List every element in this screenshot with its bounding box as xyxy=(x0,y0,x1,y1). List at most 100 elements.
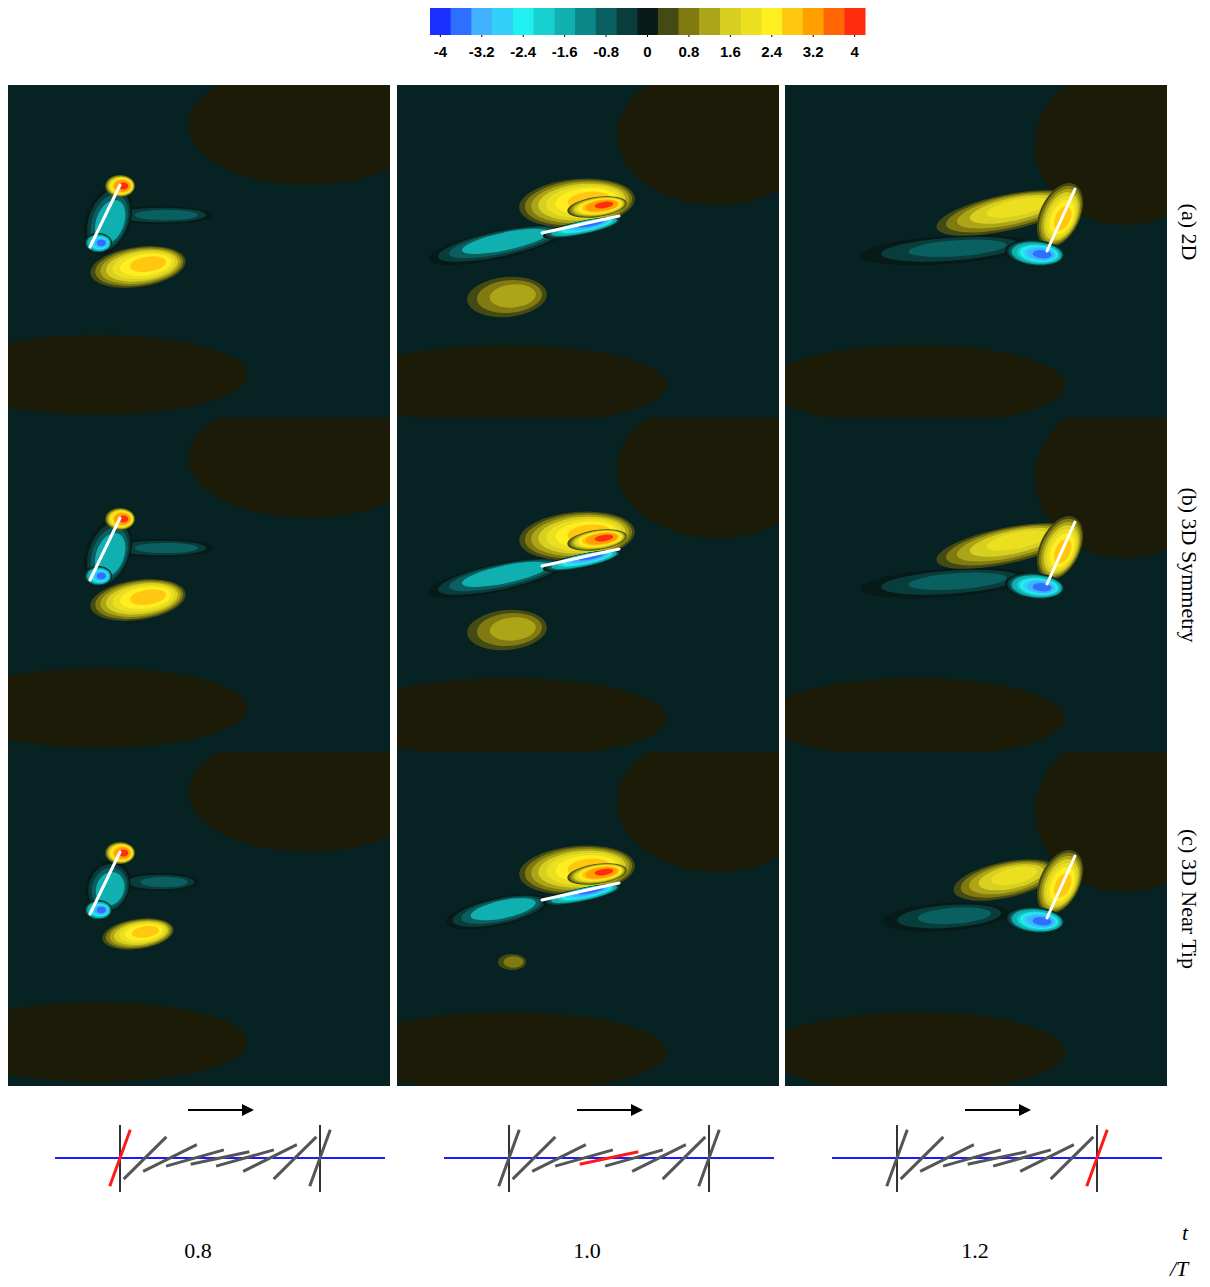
vorticity-contour xyxy=(859,230,1031,270)
colorbar-tick xyxy=(523,35,524,37)
plate-position xyxy=(1020,1145,1074,1172)
plate-position xyxy=(274,1137,317,1179)
vorticity-contour xyxy=(1033,183,1088,249)
vorticity-contour xyxy=(581,864,620,882)
vorticity-contour xyxy=(84,233,112,253)
vorticity-contour xyxy=(573,195,625,219)
colorbar-tick xyxy=(606,35,607,37)
vorticity-contour xyxy=(84,900,112,920)
colorbar-label: 3.2 xyxy=(803,43,824,60)
axis-label: t/T xyxy=(1168,1220,1190,1281)
vorticity-contour xyxy=(465,274,548,321)
plate xyxy=(542,216,619,233)
vorticity-contour xyxy=(127,875,194,890)
time-label: 1.2 xyxy=(961,1238,989,1263)
colorbar-tick xyxy=(647,35,648,37)
vorticity-contour xyxy=(990,863,1039,889)
vorticity-contour xyxy=(1004,237,1066,268)
plate-position xyxy=(632,1145,686,1172)
vorticity-panel xyxy=(785,752,1167,1086)
vorticity-contour xyxy=(1023,578,1057,595)
colorbar-cell xyxy=(492,8,513,35)
vorticity-contour xyxy=(88,574,189,627)
colorbar-tick xyxy=(481,35,482,37)
vorticity-contour xyxy=(110,510,133,527)
vorticity-contour xyxy=(134,543,198,553)
vorticity-contour xyxy=(117,920,166,946)
vorticity-contour xyxy=(594,868,614,877)
vorticity-contour xyxy=(119,584,173,612)
vorticity-contour xyxy=(1006,905,1065,935)
plate xyxy=(1047,856,1075,918)
vorticity-contour xyxy=(1033,850,1088,916)
vorticity-contour xyxy=(573,528,625,552)
vorticity-contour xyxy=(594,534,614,543)
vorticity-contour xyxy=(86,234,111,252)
kinematics-schematic xyxy=(444,1104,774,1192)
colorbar-cell xyxy=(637,8,658,35)
vorticity-contour xyxy=(896,901,1001,931)
vorticity-contour xyxy=(1013,908,1061,932)
vorticity-contour xyxy=(489,615,537,642)
colorbar-tick xyxy=(813,35,814,37)
colorbar-cell xyxy=(658,8,679,35)
vorticity-contour xyxy=(140,877,188,887)
plate-position xyxy=(1051,1137,1094,1179)
vorticity-contour xyxy=(436,552,564,603)
colorbar-tick xyxy=(688,35,689,37)
plate-position xyxy=(143,1145,197,1172)
vorticity-contour xyxy=(589,866,617,879)
colorbar-cell xyxy=(824,8,845,35)
vorticity-contour xyxy=(585,865,619,880)
vorticity-contour xyxy=(585,531,619,546)
vorticity-contour xyxy=(908,237,1007,260)
colorbar-cell xyxy=(513,8,534,35)
vorticity-contour xyxy=(460,556,550,592)
plate-position xyxy=(310,1130,331,1186)
plate-position xyxy=(110,1130,131,1186)
vorticity-contour xyxy=(111,511,132,527)
plate-position xyxy=(605,1150,663,1166)
colorbar-label: -3.2 xyxy=(469,43,495,60)
vorticity-contour xyxy=(129,587,167,607)
vorticity-contour xyxy=(1019,577,1058,597)
vorticity-contour xyxy=(84,566,112,586)
vorticity-contour xyxy=(1006,238,1065,268)
vorticity-contour xyxy=(93,242,186,291)
vorticity-contour xyxy=(436,219,564,270)
vorticity-contour xyxy=(1027,247,1055,261)
colorbar-cell xyxy=(803,8,824,35)
plate xyxy=(1047,522,1075,584)
vorticity-contour xyxy=(504,956,524,967)
vorticity-contour xyxy=(82,858,136,917)
vorticity-contour xyxy=(476,277,544,315)
vorticity-contour xyxy=(123,922,163,943)
vorticity-contour xyxy=(1023,245,1057,262)
vorticity-contour xyxy=(589,532,617,545)
plate xyxy=(90,852,120,914)
plate-position xyxy=(663,1137,706,1179)
vorticity-contour xyxy=(98,244,183,289)
colorbar-tick xyxy=(854,35,855,37)
vorticity-panel xyxy=(8,85,390,419)
plate-position xyxy=(532,1145,586,1172)
vorticity-contour xyxy=(1011,240,1063,266)
vorticity-panel xyxy=(397,418,779,752)
vorticity-contour xyxy=(85,567,112,586)
vorticity-contour xyxy=(111,178,132,194)
figure: -4-3.2-2.4-1.6-0.800.81.62.43.24(a) 2D(b… xyxy=(0,0,1210,1287)
vorticity-contour xyxy=(112,179,131,193)
colorbar-cell xyxy=(699,8,720,35)
vorticity-contour xyxy=(1011,573,1063,599)
colorbar-cell xyxy=(554,8,575,35)
vorticity-contour xyxy=(477,560,541,585)
vorticity-contour xyxy=(97,907,106,913)
colorbar-label: 0.8 xyxy=(678,43,699,60)
vorticity-contour xyxy=(908,570,1007,593)
colorbar-cell xyxy=(575,8,596,35)
vorticity-contour xyxy=(581,197,620,215)
vorticity-contour xyxy=(460,223,550,259)
colorbar-cell xyxy=(451,8,472,35)
vorticity-contour xyxy=(976,859,1046,895)
vorticity-contour xyxy=(111,845,132,861)
